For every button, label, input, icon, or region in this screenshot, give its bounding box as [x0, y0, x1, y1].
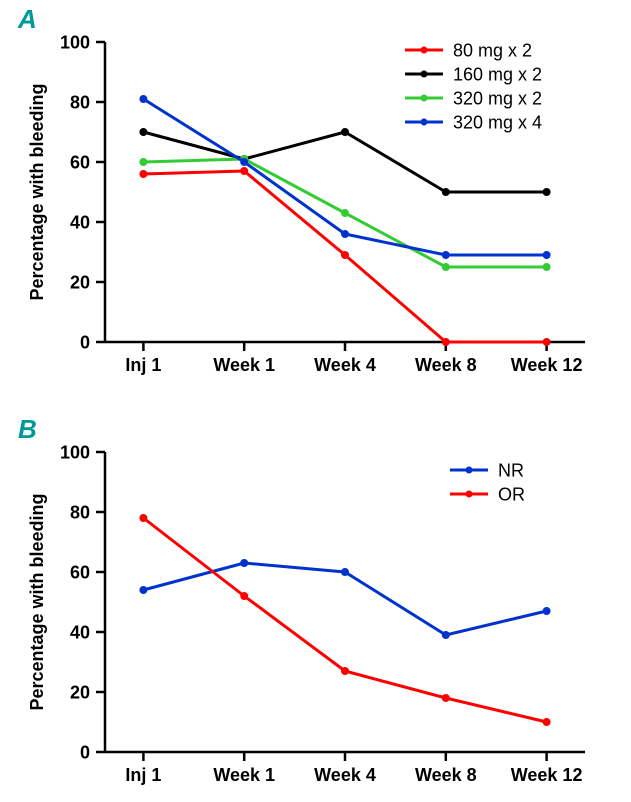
legend-swatch-marker	[466, 491, 473, 498]
y-tick-label: 60	[70, 152, 90, 172]
series-marker	[140, 129, 147, 136]
legend-swatch-marker	[421, 95, 428, 102]
series-marker	[342, 668, 349, 675]
series-line	[143, 132, 546, 192]
series-marker	[140, 171, 147, 178]
legend-swatch-marker	[421, 71, 428, 78]
y-tick-label: 80	[70, 502, 90, 522]
y-tick-label: 100	[60, 32, 90, 52]
panel-label: A	[17, 4, 37, 34]
series-marker	[543, 264, 550, 271]
legend-swatch-marker	[421, 119, 428, 126]
series-line	[143, 518, 546, 722]
series-marker	[140, 159, 147, 166]
series-marker	[442, 264, 449, 271]
y-tick-label: 20	[70, 682, 90, 702]
series-marker	[543, 719, 550, 726]
x-tick-label: Week 1	[213, 765, 275, 785]
y-tick-label: 60	[70, 562, 90, 582]
x-tick-label: Week 8	[415, 765, 477, 785]
legend-label: OR	[498, 484, 525, 504]
series-marker	[442, 252, 449, 259]
figure-root: 0 20 40 60 80 100 Inj 1 Week 1 Week 4 Week 8 Week …	[0, 0, 631, 797]
series-marker	[342, 231, 349, 238]
x-tick-label: Inj 1	[125, 355, 161, 375]
x-tick-label: Week 12	[511, 765, 583, 785]
y-tick-label: 40	[70, 622, 90, 642]
panel-A: 0 20 40 60 80 100 Inj 1 Week 1 Week 4 Week 8 Week …	[17, 4, 585, 375]
series-marker	[342, 569, 349, 576]
y-axis-label: Percentage with bleeding	[27, 83, 47, 300]
legend-label: 320 mg x 2	[453, 88, 542, 108]
y-tick-label: 20	[70, 272, 90, 292]
series-marker	[241, 159, 248, 166]
series-marker	[342, 252, 349, 259]
series-marker	[140, 96, 147, 103]
x-tick-label: Week 12	[511, 355, 583, 375]
legend-swatch-marker	[421, 47, 428, 54]
series-marker	[342, 129, 349, 136]
series-marker	[140, 587, 147, 594]
series-marker	[543, 189, 550, 196]
x-tick-label: Week 8	[415, 355, 477, 375]
series-marker	[543, 608, 550, 615]
legend-label: 160 mg x 2	[453, 64, 542, 84]
y-tick-label: 40	[70, 212, 90, 232]
x-tick-label: Week 1	[213, 355, 275, 375]
legend-label: 320 mg x 4	[453, 112, 542, 132]
y-axis-label: Percentage with bleeding	[27, 493, 47, 710]
series-marker	[140, 515, 147, 522]
y-tick-label: 100	[60, 442, 90, 462]
x-tick-label: Week 4	[314, 765, 376, 785]
legend-swatch-marker	[466, 467, 473, 474]
series-marker	[442, 189, 449, 196]
series-marker	[543, 252, 550, 259]
y-tick-label: 0	[80, 332, 90, 352]
series-marker	[442, 632, 449, 639]
x-tick-label: Week 4	[314, 355, 376, 375]
y-tick-label: 0	[80, 742, 90, 762]
y-tick-label: 80	[70, 92, 90, 112]
x-tick-label: Inj 1	[125, 765, 161, 785]
series-marker	[342, 210, 349, 217]
series-marker	[241, 593, 248, 600]
series-marker	[442, 339, 449, 346]
series-marker	[241, 560, 248, 567]
legend-label: 80 mg x 2	[453, 40, 532, 60]
panel-label: B	[18, 414, 37, 444]
series-marker	[543, 339, 550, 346]
figure-svg: 0 20 40 60 80 100 Inj 1 Week 1 Week 4 Week 8 Week …	[0, 0, 631, 797]
series-marker	[442, 695, 449, 702]
panel-B: 0 20 40 60 80 100 Inj 1 Week 1 Week 4 Week 8 Week …	[18, 414, 585, 785]
legend-label: NR	[498, 460, 524, 480]
series-marker	[241, 168, 248, 175]
